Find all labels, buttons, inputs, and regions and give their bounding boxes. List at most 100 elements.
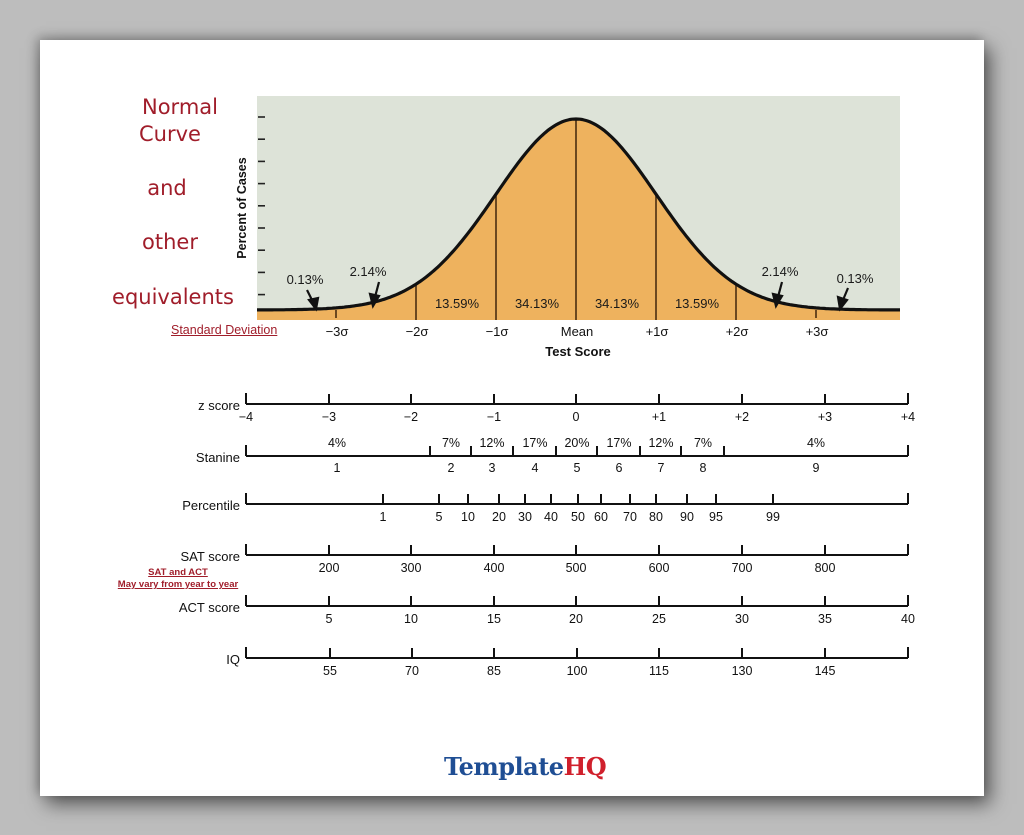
sigma-label-neg2: −2σ [406,324,429,339]
equivalent-scales [245,393,909,659]
title-other: other [142,230,198,254]
act-score-label: ACT score [179,600,240,615]
act-tick: 25 [652,612,666,626]
percentile-tick: 70 [623,510,637,524]
region-label-neg2-neg1: 13.59% [435,296,480,311]
curve-line [257,117,900,312]
y-axis-label: Percent of Cases [235,157,249,258]
iq-tick: 85 [487,664,501,678]
y-axis-ticks [258,116,265,296]
stanine-number: 6 [616,461,623,475]
percentile-tick: 95 [709,510,723,524]
iq-tick: 55 [323,664,337,678]
brand-logo: TemplateHQ [444,752,607,781]
title-normal: Normal [142,95,218,119]
z-score-tick: +3 [818,410,832,424]
z-score-label: z score [198,398,240,413]
iq-tick: 70 [405,664,419,678]
act-tick: 5 [326,612,333,626]
stanine-percent: 12% [479,436,504,450]
percentile-tick: 1 [380,510,387,524]
tail-label-right-2-14: 2.14% [762,264,799,279]
z-score-tick: −3 [322,410,336,424]
stanine-number: 4 [532,461,539,475]
standard-deviation-label: Standard Deviation [171,323,278,337]
z-score-tick: +2 [735,410,749,424]
stanine-percent: 17% [522,436,547,450]
percentile-tick: 10 [461,510,475,524]
arrow-icons [306,281,850,312]
curve-area [257,119,900,320]
z-score-tick: +1 [652,410,666,424]
percentile-tick: 40 [544,510,558,524]
act-tick: 35 [818,612,832,626]
stanine-number: 8 [700,461,707,475]
percentile-tick: 5 [436,510,443,524]
act-tick: 10 [404,612,418,626]
iq-tick: 115 [649,664,669,678]
percentile-tick: 99 [766,510,780,524]
z-score-tick: +4 [901,410,915,424]
sigma-dividers [335,119,817,320]
act-tick: 15 [487,612,501,626]
stanine-number: 7 [658,461,665,475]
tail-label-right-0-13: 0.13% [837,271,874,286]
percentile-tick: 20 [492,510,506,524]
title-equivalents: equivalents [112,285,234,309]
percentile-label: Percentile [182,498,240,513]
x-axis-label: Test Score [545,344,611,359]
tail-label-left-0-13: 0.13% [287,272,324,287]
stanine-label: Stanine [196,450,240,465]
sigma-label-neg3: −3σ [326,324,349,339]
sat-tick: 700 [732,561,753,575]
scale-note-line1: SAT and ACT [148,567,208,578]
scale-note-line2: May vary from year to year [117,579,239,590]
stanine-percent: 7% [694,436,712,450]
percentile-tick: 80 [649,510,663,524]
stanine-number: 9 [813,461,820,475]
stanine-number: 2 [448,461,455,475]
percentile-tick: 60 [594,510,608,524]
sat-tick: 200 [319,561,340,575]
act-tick: 30 [735,612,749,626]
stanine-percent: 17% [606,436,631,450]
sigma-label-neg1: −1σ [486,324,509,339]
stanine-percent: 7% [442,436,460,450]
z-score-tick: 0 [573,410,580,424]
tail-label-left-2-14: 2.14% [350,264,387,279]
percentile-tick: 90 [680,510,694,524]
sat-tick: 800 [815,561,836,575]
sat-tick: 600 [649,561,670,575]
act-tick: 20 [569,612,583,626]
stanine-percent: 4% [328,436,346,450]
z-score-tick: −4 [239,410,253,424]
sigma-label-pos1: +1σ [646,324,669,339]
stanine-percent: 20% [564,436,589,450]
sat-tick: 300 [401,561,422,575]
iq-tick: 130 [732,664,753,678]
stanine-number: 5 [574,461,581,475]
stanine-number: 3 [489,461,496,475]
region-label-neg1-mean: 34.13% [515,296,560,311]
sigma-label-mean: Mean [561,324,594,339]
percentile-tick: 50 [571,510,585,524]
act-tick: 40 [901,612,915,626]
iq-tick: 145 [815,664,836,678]
sigma-label-pos2: +2σ [726,324,749,339]
iq-label: IQ [226,652,240,667]
stanine-percent: 4% [807,436,825,450]
stanine-number: 1 [334,461,341,475]
percentile-tick: 30 [518,510,532,524]
sat-tick: 400 [484,561,505,575]
region-label-pos1-pos2: 13.59% [675,296,720,311]
brand-part2: HQ [563,752,607,781]
title-and: and [147,176,187,200]
title-curve: Curve [139,122,201,146]
sat-tick: 500 [566,561,587,575]
iq-tick: 100 [567,664,588,678]
sigma-label-pos3: +3σ [806,324,829,339]
z-score-tick: −2 [404,410,418,424]
sat-score-label: SAT score [181,549,240,564]
stanine-percent: 12% [648,436,673,450]
